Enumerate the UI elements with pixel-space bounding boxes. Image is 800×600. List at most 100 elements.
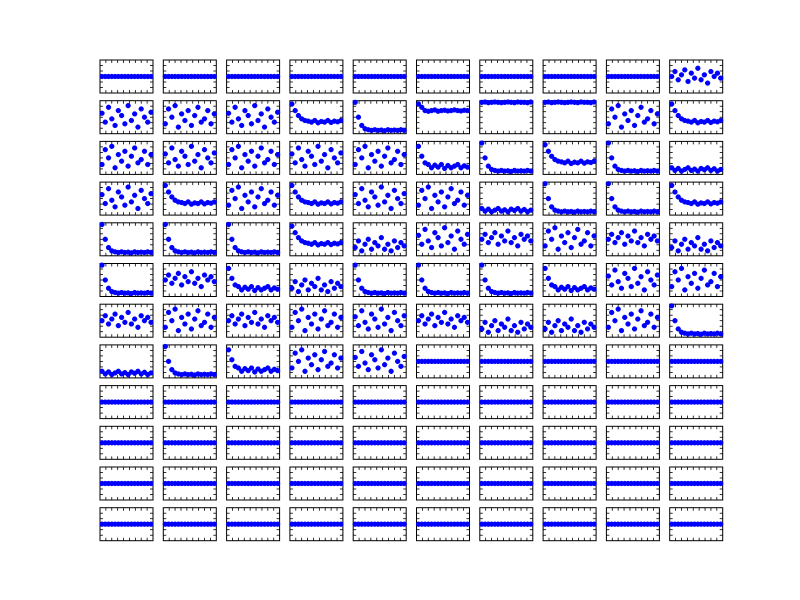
point [265, 156, 271, 163]
point [401, 440, 407, 446]
point [328, 360, 334, 366]
point [675, 326, 681, 332]
point [308, 153, 315, 159]
point [148, 73, 154, 80]
point [182, 153, 188, 159]
point [132, 316, 138, 322]
point [265, 313, 271, 319]
point [641, 323, 647, 329]
point [524, 233, 531, 239]
point [198, 165, 204, 171]
point [528, 99, 534, 105]
point [211, 111, 217, 117]
subplot [542, 466, 597, 501]
subplot [479, 181, 534, 216]
point [359, 285, 365, 291]
point [641, 243, 647, 249]
point [172, 156, 178, 163]
point [458, 318, 464, 324]
point [718, 166, 724, 173]
point [355, 363, 362, 370]
point [628, 107, 634, 114]
point [609, 195, 615, 202]
point [385, 145, 391, 151]
subplot [479, 385, 534, 420]
point [672, 68, 678, 75]
point [165, 236, 172, 242]
point [271, 202, 277, 208]
point [232, 155, 238, 161]
point [485, 163, 491, 169]
point [135, 124, 141, 130]
point [542, 326, 548, 332]
subplot [289, 140, 344, 175]
point [511, 323, 518, 329]
point [718, 243, 724, 249]
point [188, 143, 195, 150]
point [165, 160, 172, 166]
point [654, 480, 661, 487]
point [718, 199, 724, 205]
point [704, 248, 711, 254]
subplot [225, 100, 281, 135]
point [625, 321, 631, 327]
point [192, 158, 198, 164]
point [375, 148, 381, 154]
point [612, 114, 618, 120]
point [391, 350, 398, 356]
point [302, 277, 308, 283]
point [334, 324, 341, 330]
point [711, 270, 717, 277]
point [338, 480, 344, 487]
subplot [289, 344, 344, 379]
point [169, 194, 175, 200]
point [482, 319, 488, 326]
point [528, 358, 534, 365]
point [401, 399, 407, 405]
point [248, 148, 255, 154]
point [182, 274, 188, 280]
axes-frame [542, 100, 597, 135]
point [388, 205, 394, 212]
point [422, 285, 428, 291]
subplot [225, 59, 281, 94]
point [419, 313, 425, 319]
subplot [542, 385, 597, 420]
subplot [162, 181, 217, 216]
point [325, 165, 331, 171]
subplot [225, 263, 281, 297]
point [325, 323, 331, 329]
point [122, 202, 128, 208]
point [718, 440, 724, 446]
subplot [352, 59, 407, 94]
point [682, 287, 688, 293]
subplot [352, 262, 407, 297]
point [485, 329, 491, 335]
subplot [99, 181, 154, 216]
point [445, 239, 451, 246]
point [188, 122, 195, 129]
point [315, 367, 321, 373]
point [415, 143, 422, 150]
point [669, 101, 675, 107]
point [235, 283, 242, 290]
point [274, 521, 281, 527]
point [265, 283, 271, 290]
subplot [99, 385, 154, 420]
point [105, 285, 112, 291]
point [229, 275, 235, 282]
point [422, 321, 428, 327]
point [188, 269, 195, 275]
point [558, 233, 565, 239]
point [368, 352, 375, 358]
subplot [605, 344, 661, 379]
point [239, 311, 245, 317]
point [401, 243, 407, 249]
point [635, 239, 641, 246]
subplot [162, 425, 217, 460]
point [355, 277, 362, 283]
point [675, 277, 681, 283]
point [295, 194, 302, 200]
point [615, 306, 621, 312]
